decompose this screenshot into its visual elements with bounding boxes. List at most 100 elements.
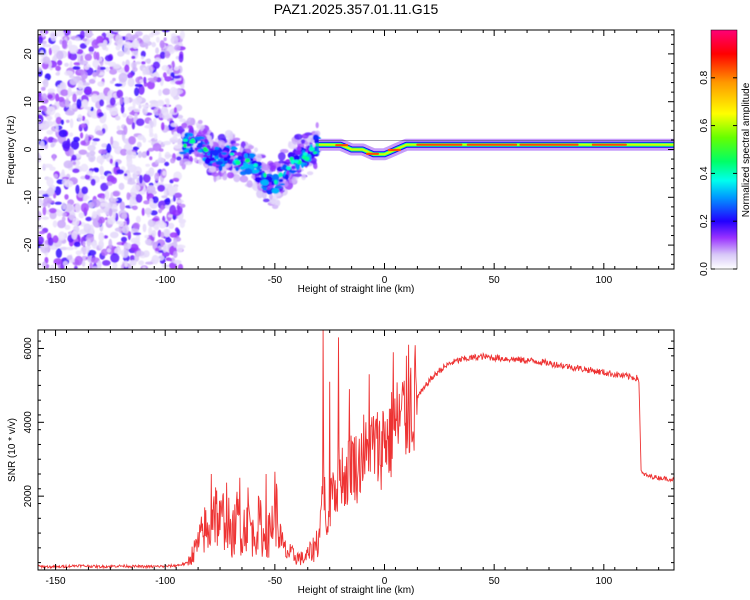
noise-blob	[64, 62, 69, 67]
scatter-blob	[223, 172, 228, 180]
noise-blob	[145, 66, 149, 75]
snr-ticks: -150 -100 -50 0 50 100 2000 4000 6000	[23, 330, 674, 587]
noise-blob	[112, 30, 122, 33]
spectrogram-ylabel: Frequency (Hz)	[6, 116, 17, 185]
noise-blob	[122, 113, 127, 118]
noise-blob	[72, 66, 81, 70]
noise-blob	[143, 173, 151, 183]
noise-blob	[68, 210, 76, 221]
noise-blob	[179, 30, 185, 40]
ridge-blob	[293, 155, 300, 162]
noise-blob	[80, 163, 89, 172]
noise-blob	[158, 208, 163, 214]
noise-blob	[180, 84, 185, 89]
noise-blob	[173, 66, 180, 71]
noise-blob	[46, 106, 56, 116]
y-tick-label: 4000	[23, 411, 34, 434]
noise-blob	[150, 210, 158, 216]
spectrogram-image	[38, 30, 674, 269]
noise-blob	[38, 152, 41, 162]
noise-blob	[48, 47, 53, 56]
noise-blob	[56, 84, 62, 93]
noise-blob	[91, 141, 98, 146]
colorbar-tick-label: 0.4	[699, 166, 710, 180]
noise-blob	[87, 144, 96, 152]
x-tick-label: -150	[46, 275, 66, 286]
noise-blob	[76, 98, 82, 109]
noise-blob	[47, 94, 53, 100]
noise-blob	[41, 40, 47, 45]
noise-blob	[128, 115, 133, 119]
ridge-blob	[254, 173, 260, 177]
noise-blob	[136, 141, 142, 148]
noise-blob	[61, 169, 65, 177]
noise-blob	[178, 53, 184, 63]
scatter-blob	[306, 171, 314, 176]
scatter-blob	[278, 152, 286, 161]
noise-blob	[41, 93, 48, 101]
ridge-blob	[266, 188, 273, 195]
noise-blob	[127, 72, 134, 79]
noise-blob	[145, 261, 154, 265]
noise-blob	[142, 106, 148, 116]
noise-blob	[161, 65, 170, 71]
noise-blob	[72, 161, 77, 165]
noise-blob	[147, 219, 156, 228]
noise-blob	[174, 192, 183, 199]
noise-blob	[119, 96, 124, 105]
noise-blob	[170, 72, 175, 77]
noise-blob	[48, 208, 57, 214]
noise-blob	[104, 189, 110, 200]
scatter-blob	[309, 157, 317, 164]
noise-blob	[70, 140, 80, 150]
noise-blob	[173, 259, 182, 265]
noise-blob	[162, 112, 168, 116]
noise-blob	[132, 39, 140, 50]
noise-blob	[109, 80, 114, 84]
noise-blob	[151, 41, 156, 48]
colorbar-label: Normalized spectral amplitude	[741, 82, 750, 217]
scatter-blob	[269, 192, 273, 200]
noise-blob	[172, 177, 180, 182]
noise-blob	[115, 161, 119, 168]
noise-blob	[164, 50, 171, 59]
noise-blob	[38, 66, 42, 72]
noise-blob	[129, 259, 137, 266]
noise-blob	[79, 43, 87, 49]
ridge-blob	[242, 162, 250, 169]
ridge-peak	[183, 143, 187, 148]
noise-blob	[141, 104, 150, 108]
noise-blob	[112, 191, 120, 197]
noise-blob	[157, 109, 161, 114]
scatter-blob	[200, 126, 204, 132]
noise-blob	[63, 160, 73, 169]
noise-blob	[122, 225, 130, 234]
ridge-peak	[305, 156, 309, 162]
snr-series-line	[38, 330, 674, 570]
noise-blob	[116, 130, 125, 135]
noise-blob	[80, 123, 87, 128]
noise-blob	[91, 210, 97, 219]
noise-blob	[129, 255, 136, 262]
noise-blob	[121, 236, 127, 243]
noise-blob	[57, 96, 65, 103]
noise-blob	[110, 177, 118, 184]
noise-blob	[82, 38, 88, 42]
noise-blob	[55, 124, 59, 133]
scatter-blob	[197, 119, 203, 125]
ridge-blob	[221, 152, 228, 156]
noise-blob	[46, 115, 53, 121]
ridge-blob	[284, 174, 289, 180]
noise-blob	[56, 50, 64, 60]
noise-blob	[55, 248, 63, 259]
noise-blob	[88, 78, 96, 84]
noise-blob	[100, 202, 107, 207]
noise-blob	[77, 80, 84, 90]
noise-blob	[60, 89, 69, 97]
noise-blob	[52, 220, 58, 228]
noise-blob	[152, 196, 159, 204]
noise-blob	[174, 80, 184, 85]
noise-blob	[87, 249, 97, 256]
noise-blob	[168, 187, 176, 196]
noise-blob	[107, 216, 116, 225]
